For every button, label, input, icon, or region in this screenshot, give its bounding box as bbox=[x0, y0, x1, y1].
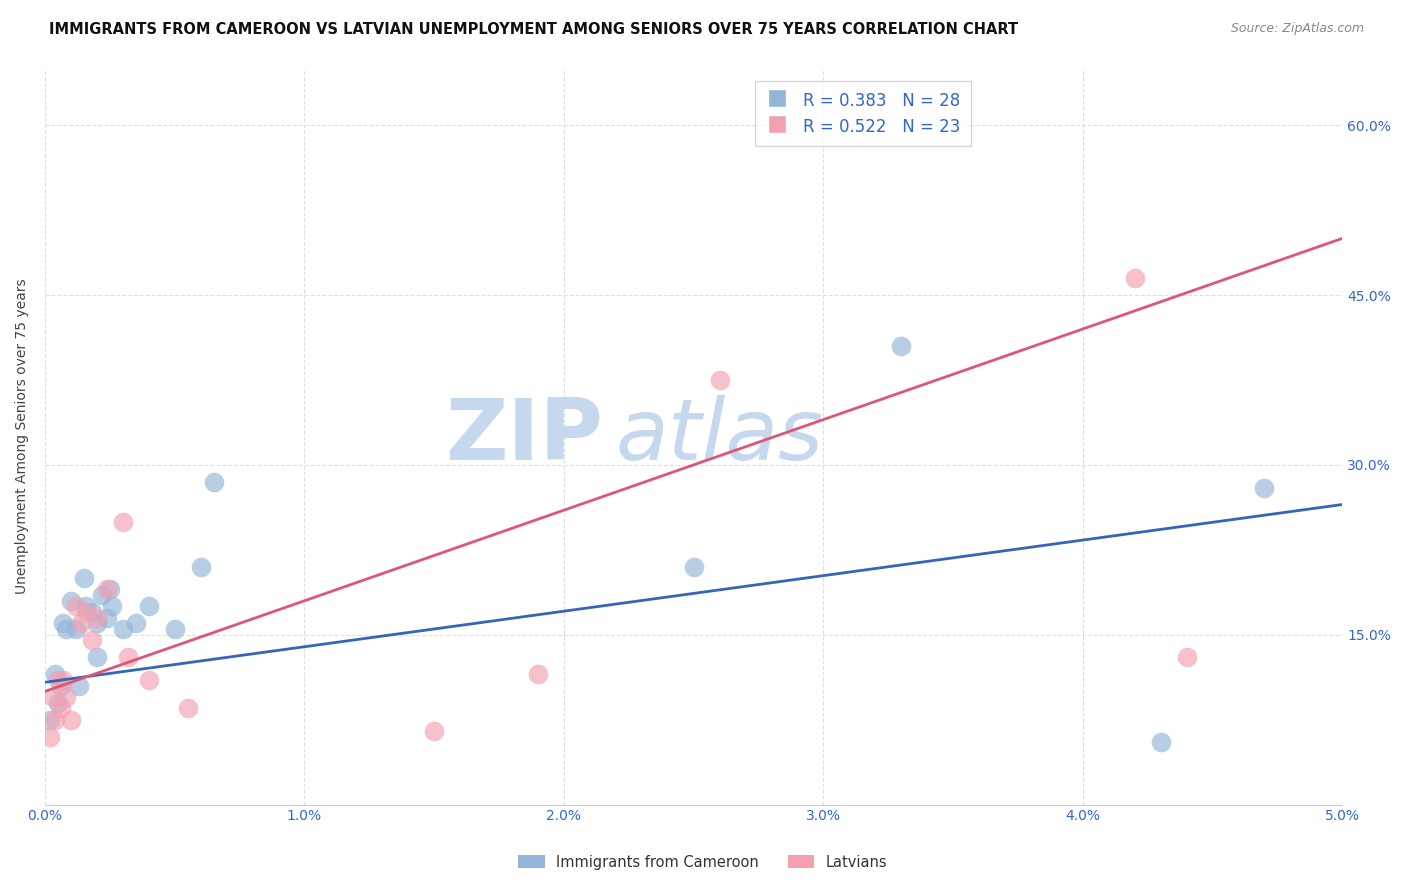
Point bbox=[423, 724, 446, 739]
Point bbox=[1175, 650, 1198, 665]
Point bbox=[527, 667, 550, 681]
Point bbox=[44, 667, 66, 681]
Point bbox=[176, 701, 198, 715]
Point bbox=[55, 690, 77, 704]
Point bbox=[52, 673, 75, 687]
Text: ZIP: ZIP bbox=[446, 395, 603, 478]
Point bbox=[55, 622, 77, 636]
Point bbox=[1149, 735, 1171, 749]
Legend: R = 0.383   N = 28, R = 0.522   N = 23: R = 0.383 N = 28, R = 0.522 N = 23 bbox=[755, 80, 970, 145]
Point bbox=[70, 616, 93, 631]
Point bbox=[39, 713, 62, 727]
Point bbox=[76, 605, 98, 619]
Point bbox=[67, 679, 90, 693]
Point bbox=[101, 599, 124, 614]
Point bbox=[111, 622, 134, 636]
Point bbox=[80, 605, 103, 619]
Point bbox=[117, 650, 139, 665]
Point bbox=[46, 673, 69, 687]
Point bbox=[86, 616, 108, 631]
Point bbox=[163, 622, 186, 636]
Point bbox=[125, 616, 148, 631]
Point bbox=[80, 633, 103, 648]
Point bbox=[42, 690, 65, 704]
Point bbox=[59, 713, 82, 727]
Point bbox=[39, 730, 62, 744]
Point bbox=[138, 673, 160, 687]
Point bbox=[49, 679, 72, 693]
Point bbox=[682, 559, 704, 574]
Text: atlas: atlas bbox=[616, 395, 824, 478]
Point bbox=[202, 475, 225, 489]
Point bbox=[98, 582, 121, 597]
Point bbox=[1253, 481, 1275, 495]
Point bbox=[73, 571, 96, 585]
Point bbox=[59, 594, 82, 608]
Point bbox=[52, 616, 75, 631]
Point bbox=[76, 599, 98, 614]
Legend: Immigrants from Cameroon, Latvians: Immigrants from Cameroon, Latvians bbox=[512, 849, 894, 876]
Point bbox=[190, 559, 212, 574]
Point bbox=[138, 599, 160, 614]
Point bbox=[46, 696, 69, 710]
Point bbox=[1123, 271, 1146, 285]
Point bbox=[709, 373, 731, 387]
Point bbox=[86, 611, 108, 625]
Point bbox=[111, 515, 134, 529]
Y-axis label: Unemployment Among Seniors over 75 years: Unemployment Among Seniors over 75 years bbox=[15, 279, 30, 594]
Point bbox=[890, 339, 912, 353]
Point bbox=[49, 701, 72, 715]
Point bbox=[65, 622, 87, 636]
Text: IMMIGRANTS FROM CAMEROON VS LATVIAN UNEMPLOYMENT AMONG SENIORS OVER 75 YEARS COR: IMMIGRANTS FROM CAMEROON VS LATVIAN UNEM… bbox=[49, 22, 1018, 37]
Point bbox=[96, 582, 118, 597]
Point bbox=[65, 599, 87, 614]
Point bbox=[86, 650, 108, 665]
Point bbox=[44, 713, 66, 727]
Point bbox=[91, 588, 114, 602]
Text: Source: ZipAtlas.com: Source: ZipAtlas.com bbox=[1230, 22, 1364, 36]
Point bbox=[96, 611, 118, 625]
